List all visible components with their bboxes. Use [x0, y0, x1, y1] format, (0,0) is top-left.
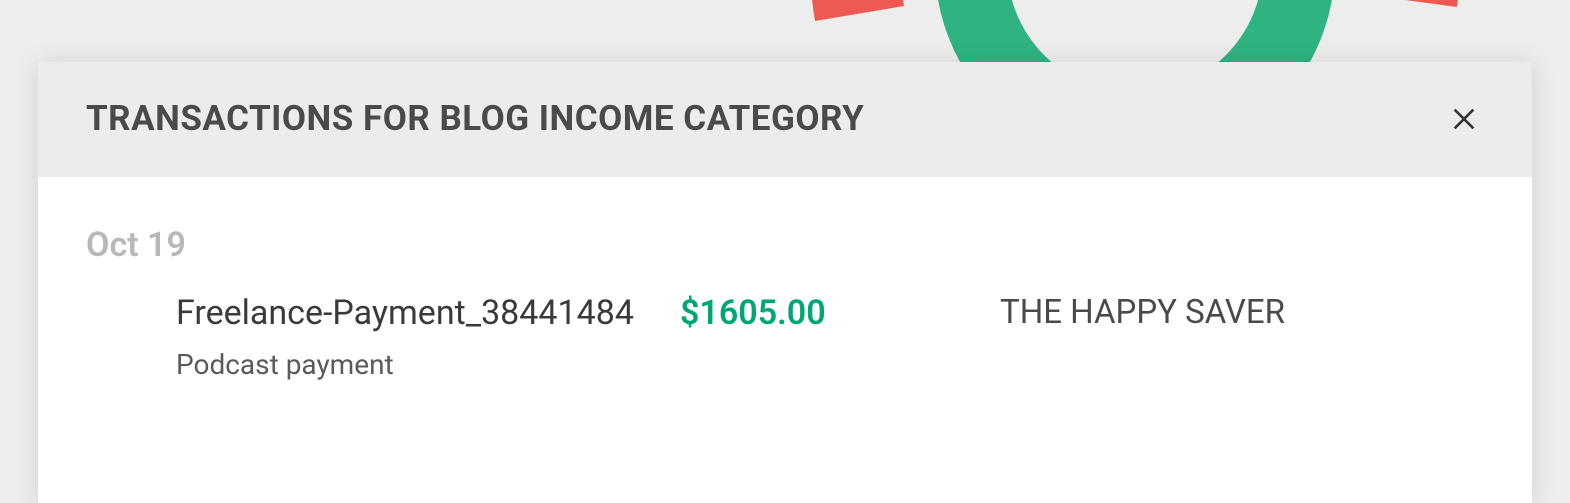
- transaction-title: Freelance-Payment_38441484: [176, 293, 660, 334]
- transaction-row[interactable]: Freelance-Payment_38441484 Podcast payme…: [86, 293, 1484, 381]
- panel-header: TRANSACTIONS FOR BLOG INCOME CATEGORY: [38, 62, 1532, 177]
- transaction-note: Podcast payment: [176, 348, 660, 381]
- close-button[interactable]: [1444, 99, 1484, 139]
- close-icon: [1450, 105, 1478, 133]
- transaction-amount: $1605.00: [680, 293, 980, 334]
- transaction-account: THE HAPPY SAVER: [1000, 293, 1484, 333]
- panel-title: TRANSACTIONS FOR BLOG INCOME CATEGORY: [86, 98, 864, 139]
- transaction-main: Freelance-Payment_38441484 Podcast payme…: [176, 293, 660, 381]
- transactions-panel: TRANSACTIONS FOR BLOG INCOME CATEGORY Oc…: [38, 62, 1532, 503]
- panel-body: Oct 19 Freelance-Payment_38441484 Podcas…: [38, 177, 1532, 503]
- transaction-date-label: Oct 19: [86, 225, 1484, 265]
